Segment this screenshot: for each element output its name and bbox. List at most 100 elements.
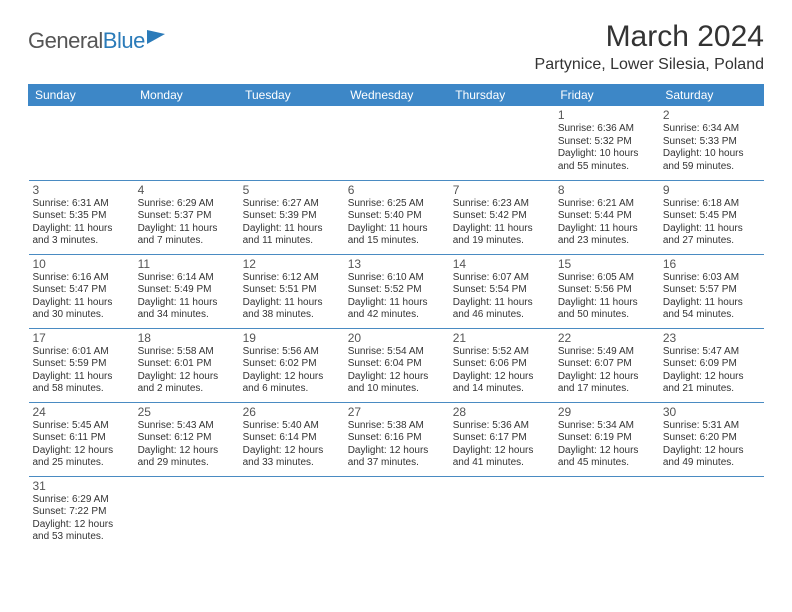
cell-line-dl1: Daylight: 11 hours [348,297,445,310]
cell-line-sunset: Sunset: 6:14 PM [243,432,340,445]
cell-line-dl1: Daylight: 11 hours [243,223,340,236]
cell-line-dl2: and 15 minutes. [348,235,445,248]
title-block: March 2024 Partynice, Lower Silesia, Pol… [535,20,764,74]
cell-line-dl2: and 38 minutes. [243,309,340,322]
day-header: Friday [554,84,659,106]
day-number: 12 [243,257,340,271]
cell-line-sunrise: Sunrise: 6:21 AM [558,198,655,211]
day-number: 18 [138,331,235,345]
cell-line-sunset: Sunset: 5:32 PM [558,136,655,149]
cell-line-dl2: and 11 minutes. [243,235,340,248]
cell-line-dl1: Daylight: 12 hours [243,371,340,384]
calendar-cell: 31Sunrise: 6:29 AMSunset: 7:22 PMDayligh… [29,476,134,550]
cell-line-sunrise: Sunrise: 6:29 AM [33,494,130,507]
day-header: Sunday [29,84,134,106]
cell-line-sunrise: Sunrise: 6:01 AM [33,346,130,359]
cell-line-dl2: and 37 minutes. [348,457,445,470]
cell-line-sunset: Sunset: 5:42 PM [453,210,550,223]
cell-line-sunrise: Sunrise: 5:45 AM [33,420,130,433]
header: GeneralBlue March 2024 Partynice, Lower … [28,20,764,74]
cell-line-sunrise: Sunrise: 6:14 AM [138,272,235,285]
day-number: 27 [348,405,445,419]
cell-line-dl1: Daylight: 11 hours [663,223,760,236]
calendar-cell: 11Sunrise: 6:14 AMSunset: 5:49 PMDayligh… [134,254,239,328]
calendar-cell: 25Sunrise: 5:43 AMSunset: 6:12 PMDayligh… [134,402,239,476]
calendar-cell-empty [344,106,449,180]
day-number: 26 [243,405,340,419]
cell-line-dl1: Daylight: 12 hours [348,445,445,458]
day-number: 19 [243,331,340,345]
day-number: 7 [453,183,550,197]
calendar-cell-empty [554,476,659,550]
calendar-cell: 24Sunrise: 5:45 AMSunset: 6:11 PMDayligh… [29,402,134,476]
calendar-cell-empty [134,106,239,180]
cell-line-sunrise: Sunrise: 6:07 AM [453,272,550,285]
day-number: 4 [138,183,235,197]
cell-line-dl2: and 50 minutes. [558,309,655,322]
cell-line-sunrise: Sunrise: 6:36 AM [558,123,655,136]
calendar-cell: 14Sunrise: 6:07 AMSunset: 5:54 PMDayligh… [449,254,554,328]
location-subtitle: Partynice, Lower Silesia, Poland [535,56,764,74]
cell-line-dl2: and 55 minutes. [558,161,655,174]
day-number: 13 [348,257,445,271]
day-number: 16 [663,257,760,271]
cell-line-dl2: and 7 minutes. [138,235,235,248]
calendar-cell: 9Sunrise: 6:18 AMSunset: 5:45 PMDaylight… [659,180,764,254]
month-title: March 2024 [535,20,764,54]
day-header: Tuesday [239,84,344,106]
cell-line-dl2: and 45 minutes. [558,457,655,470]
cell-line-dl2: and 59 minutes. [663,161,760,174]
day-number: 8 [558,183,655,197]
calendar-row: 3Sunrise: 6:31 AMSunset: 5:35 PMDaylight… [29,180,765,254]
cell-line-dl2: and 33 minutes. [243,457,340,470]
day-header: Thursday [449,84,554,106]
calendar-cell: 23Sunrise: 5:47 AMSunset: 6:09 PMDayligh… [659,328,764,402]
calendar-row: 17Sunrise: 6:01 AMSunset: 5:59 PMDayligh… [29,328,765,402]
cell-line-sunset: Sunset: 5:52 PM [348,284,445,297]
cell-line-sunrise: Sunrise: 6:18 AM [663,198,760,211]
calendar-cell-empty [29,106,134,180]
cell-line-dl2: and 46 minutes. [453,309,550,322]
cell-line-sunrise: Sunrise: 5:56 AM [243,346,340,359]
cell-line-sunset: Sunset: 5:40 PM [348,210,445,223]
calendar-cell: 17Sunrise: 6:01 AMSunset: 5:59 PMDayligh… [29,328,134,402]
cell-line-sunset: Sunset: 5:35 PM [33,210,130,223]
day-number: 31 [33,479,130,493]
day-number: 20 [348,331,445,345]
calendar-row: 24Sunrise: 5:45 AMSunset: 6:11 PMDayligh… [29,402,765,476]
day-number: 3 [33,183,130,197]
cell-line-dl1: Daylight: 12 hours [33,445,130,458]
cell-line-sunset: Sunset: 5:44 PM [558,210,655,223]
calendar-cell: 30Sunrise: 5:31 AMSunset: 6:20 PMDayligh… [659,402,764,476]
day-number: 2 [663,108,760,122]
logo-text-blue: Blue [103,28,145,54]
day-number: 10 [33,257,130,271]
calendar-cell-empty [134,476,239,550]
cell-line-dl2: and 29 minutes. [138,457,235,470]
calendar-cell: 28Sunrise: 5:36 AMSunset: 6:17 PMDayligh… [449,402,554,476]
cell-line-dl1: Daylight: 12 hours [663,445,760,458]
cell-line-dl1: Daylight: 10 hours [558,148,655,161]
cell-line-sunrise: Sunrise: 6:12 AM [243,272,340,285]
cell-line-sunset: Sunset: 5:54 PM [453,284,550,297]
cell-line-sunrise: Sunrise: 6:34 AM [663,123,760,136]
cell-line-sunrise: Sunrise: 5:40 AM [243,420,340,433]
cell-line-sunrise: Sunrise: 5:36 AM [453,420,550,433]
cell-line-sunrise: Sunrise: 5:34 AM [558,420,655,433]
day-number: 23 [663,331,760,345]
calendar-cell: 10Sunrise: 6:16 AMSunset: 5:47 PMDayligh… [29,254,134,328]
cell-line-sunrise: Sunrise: 6:27 AM [243,198,340,211]
cell-line-dl1: Daylight: 11 hours [663,297,760,310]
day-number: 1 [558,108,655,122]
cell-line-dl1: Daylight: 11 hours [453,297,550,310]
cell-line-dl2: and 23 minutes. [558,235,655,248]
calendar-cell-empty [239,106,344,180]
cell-line-dl1: Daylight: 12 hours [138,371,235,384]
cell-line-dl2: and 49 minutes. [663,457,760,470]
cell-line-sunset: Sunset: 5:59 PM [33,358,130,371]
calendar-cell: 21Sunrise: 5:52 AMSunset: 6:06 PMDayligh… [449,328,554,402]
cell-line-sunrise: Sunrise: 5:58 AM [138,346,235,359]
cell-line-sunset: Sunset: 6:11 PM [33,432,130,445]
calendar-row: 31Sunrise: 6:29 AMSunset: 7:22 PMDayligh… [29,476,765,550]
cell-line-sunset: Sunset: 6:12 PM [138,432,235,445]
